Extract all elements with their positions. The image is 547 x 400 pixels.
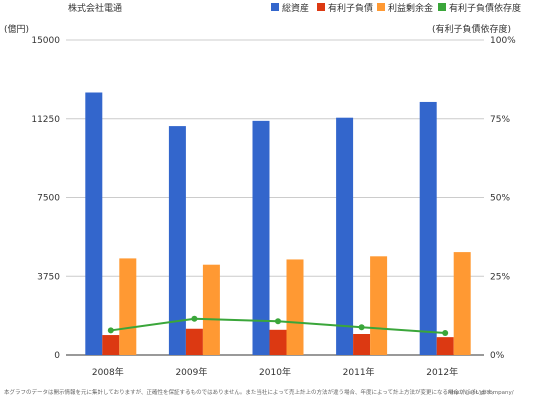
right-tick-label: 25% [490, 272, 510, 282]
x-tick-label: 2009年 [175, 366, 207, 378]
legend-swatch [438, 3, 446, 11]
left-tick-label: 7500 [37, 194, 60, 204]
legend-swatch [317, 3, 325, 11]
line-point-2 [275, 318, 281, 325]
right-tick-label: 0% [490, 351, 505, 361]
line-point-0 [107, 327, 114, 334]
x-tick-label: 2010年 [259, 366, 291, 378]
bar-2-1 [202, 264, 220, 355]
legend-label: 有利子負債依存度 [449, 2, 521, 14]
legend-swatch [377, 3, 385, 11]
left-axis: 0 3750 7500 11250 15000 [31, 36, 60, 361]
legend-label: 利益剰余金 [388, 2, 433, 14]
legend-label: 有利子負債 [328, 2, 373, 14]
left-tick-label: 11250 [31, 115, 60, 125]
bar-0-3 [336, 117, 354, 355]
bar-1-4 [436, 337, 454, 355]
left-tick-label: 0 [54, 351, 60, 361]
x-tick-label: 2012年 [426, 366, 458, 378]
right-tick-label: 75% [490, 115, 510, 125]
bar-1-1 [185, 328, 203, 355]
bar-1-0 [102, 335, 120, 355]
bar-1-3 [353, 334, 371, 355]
footer-note: 本グラフのデータは開示情報を元に集計しておりますが、正確性を保証するものではあり… [4, 388, 497, 396]
bar-0-1 [168, 126, 186, 355]
left-tick-label: 3750 [37, 272, 60, 282]
line-point-3 [358, 324, 365, 331]
bar-0-2 [252, 120, 270, 355]
right-axis-unit: (有利子負債依存度) [432, 23, 511, 35]
bar-2-3 [370, 256, 388, 355]
bar-2-4 [453, 252, 471, 355]
legend-swatch [271, 3, 279, 11]
right-tick-label: 50% [490, 194, 510, 204]
line-point-1 [191, 315, 198, 322]
company-name: 株式会社電通 [68, 2, 122, 14]
x-tick-label: 2008年 [92, 366, 124, 378]
legend-label: 総資産 [282, 2, 309, 14]
bar-2-0 [119, 258, 137, 355]
line-point-4 [442, 329, 449, 336]
left-axis-unit: (億円) [4, 23, 29, 35]
right-tick-label: 100% [490, 36, 516, 46]
left-tick-label: 15000 [31, 36, 60, 46]
ratio-line [107, 315, 449, 336]
x-axis: 2008年 2009年 2010年 2011年 2012年 [92, 366, 458, 378]
bar-0-4 [419, 101, 437, 355]
bar-2-2 [286, 259, 304, 355]
bars [85, 92, 471, 355]
legend: 総資産 有利子負債 利益剰余金 有利子負債依存度 [271, 2, 521, 14]
bar-1-2 [269, 329, 287, 355]
bar-0-0 [85, 92, 103, 355]
right-axis: 0% 25% 50% 75% 100% [490, 36, 516, 361]
x-tick-label: 2011年 [343, 366, 375, 378]
footer-url: http://swot.jp/company/ [448, 390, 514, 396]
